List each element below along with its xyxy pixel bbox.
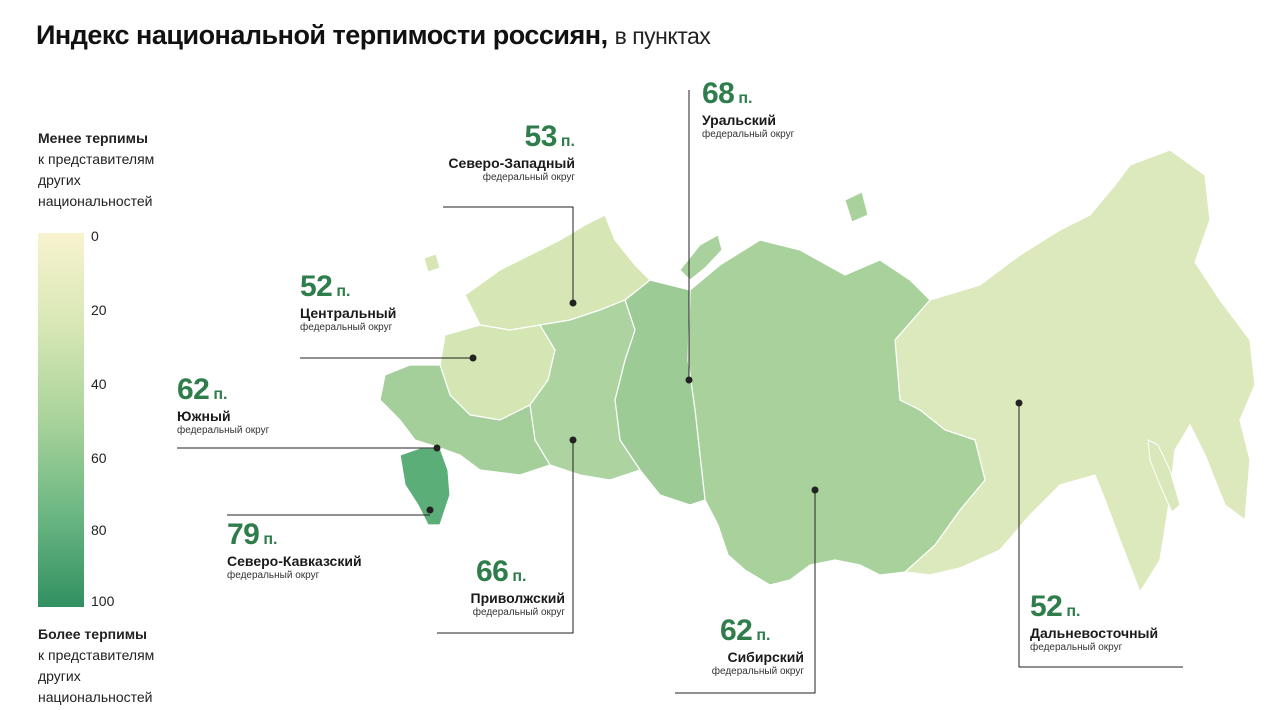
legend-tick-40: 40 xyxy=(91,376,107,392)
ural-sub: федеральный округ xyxy=(702,129,795,140)
dot-south xyxy=(433,444,441,452)
northwest-value: 53 xyxy=(524,120,558,153)
siberia-name: Сибирский xyxy=(727,649,804,665)
label-siberia: 62 п. Сибирский федеральный округ xyxy=(690,614,804,677)
region-kaliningrad[interactable] xyxy=(423,253,441,273)
siberia-sub: федеральный округ xyxy=(711,666,804,677)
fareast-sub: федеральный округ xyxy=(1030,642,1123,653)
legend-tick-100: 100 xyxy=(91,593,115,609)
northwest-name: Северо-Западный xyxy=(448,155,575,171)
volga-unit: п. xyxy=(512,568,527,585)
central-name: Центральный xyxy=(300,305,397,321)
dot-siberia xyxy=(811,486,819,494)
south-sub: федеральный округ xyxy=(177,425,270,436)
label-south: 62 п. Южный федеральный округ xyxy=(177,373,269,436)
south-value: 62 xyxy=(177,373,210,406)
callout-dots xyxy=(426,299,1023,514)
callout-line-volga xyxy=(437,440,574,634)
legend-top-line3: национальностей xyxy=(38,193,153,209)
label-central: 52 п. Центральный федеральный округ xyxy=(300,270,396,333)
dot-fareast xyxy=(1015,399,1023,407)
central-sub: федеральный округ xyxy=(300,322,393,333)
callout-line-fareast xyxy=(1018,403,1183,668)
label-volga: 66 п. Приволжский федеральный округ xyxy=(430,555,566,618)
dot-ncauc xyxy=(426,506,434,514)
ural-name: Уральский xyxy=(702,112,777,128)
legend-bottom-line1: к представителям xyxy=(38,647,155,663)
label-north-caucasus: 79 п. Северо-Кавказский федеральный округ xyxy=(227,518,362,581)
ural-value: 68 xyxy=(702,77,735,110)
ncauc-name: Северо-Кавказский xyxy=(227,553,362,569)
volga-value: 66 xyxy=(476,555,509,588)
volga-name: Приволжский xyxy=(470,590,566,606)
central-unit: п. xyxy=(336,283,351,300)
callout-line-siberia xyxy=(675,490,816,694)
legend-top-line1: к представителям xyxy=(38,151,155,167)
legend-top-title: Менее терпимы xyxy=(38,130,148,146)
region-south[interactable] xyxy=(379,364,551,476)
dot-central xyxy=(469,354,477,362)
fareast-value: 52 xyxy=(1030,590,1063,623)
page-title: Индекс национальной терпимости россиян, … xyxy=(36,20,711,51)
dot-ural xyxy=(685,376,693,384)
legend-tick-0: 0 xyxy=(91,228,99,244)
legend-bottom-title: Более терпимы xyxy=(38,626,148,642)
fareast-name: Дальневосточный xyxy=(1030,625,1159,641)
region-volga[interactable] xyxy=(529,299,641,481)
fareast-unit: п. xyxy=(1066,603,1081,620)
label-northwest: 53 п. Северо-Западный федеральный округ xyxy=(420,120,575,183)
legend-bottom-caption: Более терпимы к представителям других на… xyxy=(38,624,154,708)
legend-top-line2: других xyxy=(38,172,81,188)
volga-sub: федеральный округ xyxy=(472,607,565,618)
ncauc-value: 79 xyxy=(227,518,260,551)
ncauc-sub: федеральный округ xyxy=(227,570,320,581)
legend-bottom-line2: других xyxy=(38,668,81,684)
legend-gradient-bar xyxy=(38,233,84,607)
title-unit: в пунктах xyxy=(614,23,711,49)
south-unit: п. xyxy=(213,386,228,403)
region-severnaya-zemlya[interactable] xyxy=(844,191,869,223)
region-novaya-zemlya[interactable] xyxy=(679,234,723,281)
region-siberia[interactable] xyxy=(687,239,986,586)
northwest-sub: федеральный округ xyxy=(482,172,575,183)
siberia-value: 62 xyxy=(720,614,753,647)
legend-top-caption: Менее терпимы к представителям других на… xyxy=(38,128,154,212)
callout-line-northwest xyxy=(443,206,574,303)
south-name: Южный xyxy=(177,408,231,424)
callout-lines xyxy=(177,90,1183,694)
legend-tick-20: 20 xyxy=(91,302,107,318)
northwest-unit: п. xyxy=(560,133,575,150)
dot-northwest xyxy=(569,299,577,307)
region-sakhalin[interactable] xyxy=(1147,439,1181,513)
ural-unit: п. xyxy=(738,90,753,107)
title-text: Индекс национальной терпимости россиян, xyxy=(36,20,608,50)
siberia-unit: п. xyxy=(756,627,771,644)
legend-bottom-line3: национальностей xyxy=(38,689,153,705)
legend-tick-80: 80 xyxy=(91,522,107,538)
central-value: 52 xyxy=(300,270,333,303)
region-north-caucasus[interactable] xyxy=(399,447,451,526)
label-ural: 68 п. Уральский федеральный округ xyxy=(702,77,794,140)
ncauc-unit: п. xyxy=(263,531,278,548)
label-fareast: 52 п. Дальневосточный федеральный округ xyxy=(1030,590,1158,653)
dot-volga xyxy=(569,436,577,444)
legend-tick-60: 60 xyxy=(91,450,107,466)
